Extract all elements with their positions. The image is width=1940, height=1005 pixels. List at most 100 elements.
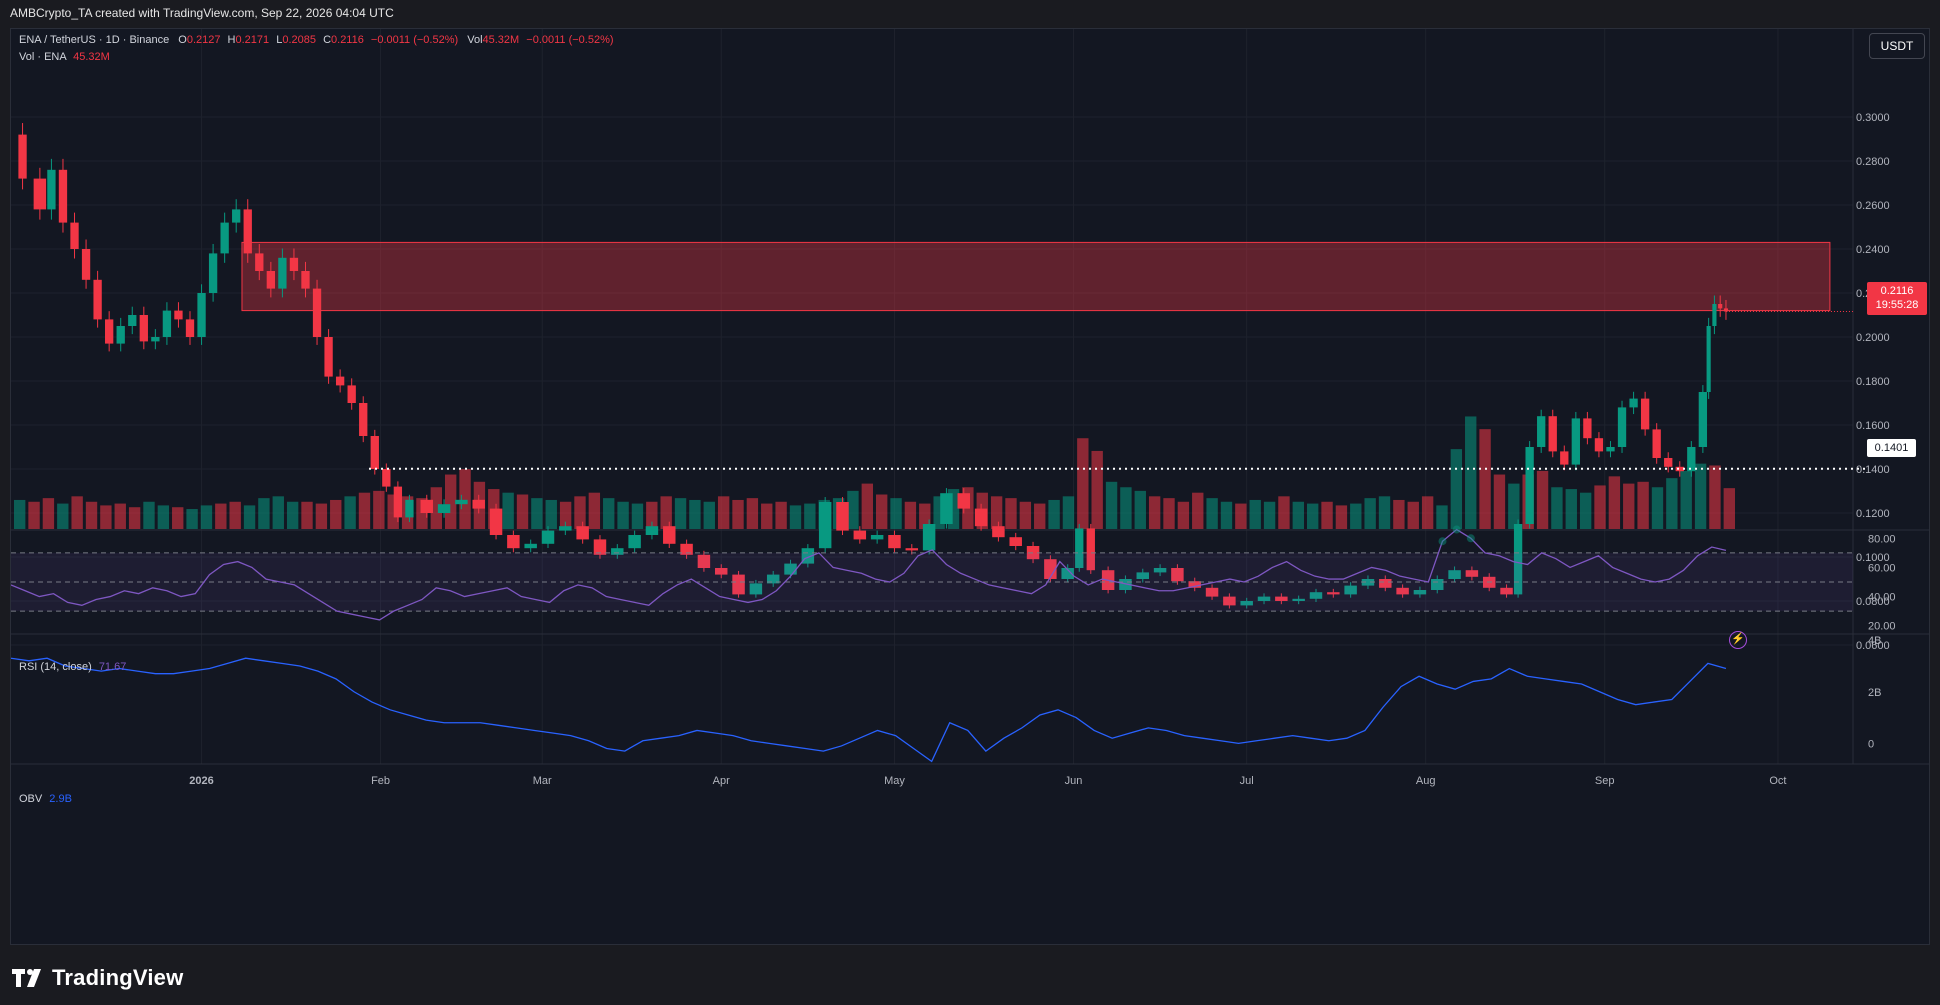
volume-bar xyxy=(1005,498,1017,529)
candle xyxy=(58,169,68,223)
rsi-tick-label: 40.00 xyxy=(1868,592,1896,604)
price-tick-label: 0.1200 xyxy=(1856,508,1890,520)
candle xyxy=(81,249,91,280)
volume-bar xyxy=(344,496,356,529)
volume-bar xyxy=(1263,501,1276,529)
last-price-value: 0.2116 xyxy=(1880,285,1914,297)
candle xyxy=(1327,592,1340,595)
close-label: C xyxy=(323,34,332,46)
volume-bar xyxy=(1436,505,1448,529)
tradingview-wordmark: TradingView xyxy=(52,965,184,990)
ohlc-legend: ENA / TetherUS · 1D · Binance O0.2127 H0… xyxy=(19,34,614,46)
lightning-icon[interactable]: ⚡ xyxy=(1729,631,1747,649)
volume-bar xyxy=(646,501,658,529)
currency-button[interactable]: USDT xyxy=(1869,33,1925,59)
candle xyxy=(116,326,125,344)
volume-bar xyxy=(1407,501,1419,529)
candle xyxy=(957,493,970,509)
rsi-label: RSI (14, close) xyxy=(19,661,92,673)
candle xyxy=(1009,537,1022,546)
time-tick-label: May xyxy=(884,775,905,787)
candle xyxy=(289,257,299,271)
candle xyxy=(1698,392,1708,447)
rsi-overbought-mark xyxy=(1452,525,1461,534)
candle xyxy=(1664,458,1673,467)
volume-bar xyxy=(502,492,514,529)
candle xyxy=(1718,304,1723,309)
volume-bar xyxy=(258,498,270,529)
volume-bar xyxy=(1148,496,1161,529)
candle xyxy=(1309,592,1323,599)
candle xyxy=(197,293,206,337)
rsi-tick-label: 80.00 xyxy=(1868,533,1896,545)
volume-bar xyxy=(1551,487,1563,529)
volume-bar xyxy=(186,509,198,529)
candle xyxy=(255,253,264,271)
volume-bar xyxy=(416,498,428,529)
tradingview-logo[interactable]: TradingView xyxy=(12,965,183,991)
candle xyxy=(1205,587,1219,597)
candle xyxy=(1223,596,1236,606)
volume-bar xyxy=(674,498,687,529)
candle xyxy=(576,526,589,540)
footer: TradingView xyxy=(0,945,1940,1005)
candle xyxy=(766,574,780,584)
candle xyxy=(1583,418,1592,439)
candle xyxy=(905,548,919,551)
symbol-label: ENA / TetherUS · 1D · Binance xyxy=(19,34,170,46)
volume-row-label: Vol · ENA xyxy=(19,51,67,63)
volume-bar xyxy=(330,499,342,529)
candle xyxy=(128,315,137,326)
chart-frame[interactable]: 0.30000.28000.26000.24000.22000.20000.18… xyxy=(10,28,1930,945)
volume-bar xyxy=(1508,483,1520,529)
volume-bar xyxy=(861,483,873,529)
volume-bar xyxy=(14,499,26,529)
candle xyxy=(1465,570,1479,577)
candle xyxy=(278,257,287,289)
candle xyxy=(1026,546,1040,560)
volume-bar xyxy=(559,501,572,529)
obv-tick-label: 0 xyxy=(1868,738,1874,750)
candle xyxy=(1617,407,1627,447)
candle xyxy=(1275,596,1288,601)
candle xyxy=(1548,416,1557,452)
top-bar: AMBCrypto_TA created with TradingView.co… xyxy=(0,0,1940,28)
low-value: 0.2085 xyxy=(282,34,316,46)
time-tick-label: Oct xyxy=(1769,775,1786,787)
chart-canvas[interactable]: 0.30000.28000.26000.24000.22000.20000.18… xyxy=(11,29,1929,944)
time-tick-label: Jul xyxy=(1240,775,1254,787)
volume-bar xyxy=(1048,499,1060,529)
volume-bar xyxy=(57,503,69,529)
candle xyxy=(1448,570,1461,579)
obv-label: OBV xyxy=(19,793,43,805)
volume-bar xyxy=(775,501,787,529)
volume-bar xyxy=(890,498,902,529)
candle xyxy=(870,535,884,540)
volume-bar xyxy=(761,503,773,529)
candle xyxy=(1500,587,1513,595)
volume-bar xyxy=(1321,501,1333,529)
volume-bar xyxy=(703,501,715,529)
volume-bar xyxy=(732,499,744,529)
volume-bar xyxy=(1709,465,1721,529)
volume-row-value: 45.32M xyxy=(73,51,110,63)
candle xyxy=(1687,447,1696,472)
volume-bar xyxy=(1350,503,1362,529)
candle xyxy=(93,279,102,320)
volume-bar xyxy=(1694,463,1707,529)
volume-bar xyxy=(919,503,931,529)
candle xyxy=(1153,568,1167,573)
volume-bar xyxy=(660,496,672,529)
creator-caption: AMBCrypto_TA created with TradingView.co… xyxy=(10,6,394,20)
candle xyxy=(818,502,832,549)
candle xyxy=(836,502,849,531)
volume-bar xyxy=(1062,496,1075,529)
rsi-line xyxy=(11,528,1727,621)
volume-bar xyxy=(1594,485,1606,529)
high-label: H xyxy=(227,34,236,46)
candle xyxy=(974,508,988,527)
candle xyxy=(1675,466,1684,472)
time-tick-label: Mar xyxy=(533,775,552,787)
tradingview-logo-icon xyxy=(12,969,41,987)
obv-tick-label: 4B xyxy=(1868,635,1881,647)
